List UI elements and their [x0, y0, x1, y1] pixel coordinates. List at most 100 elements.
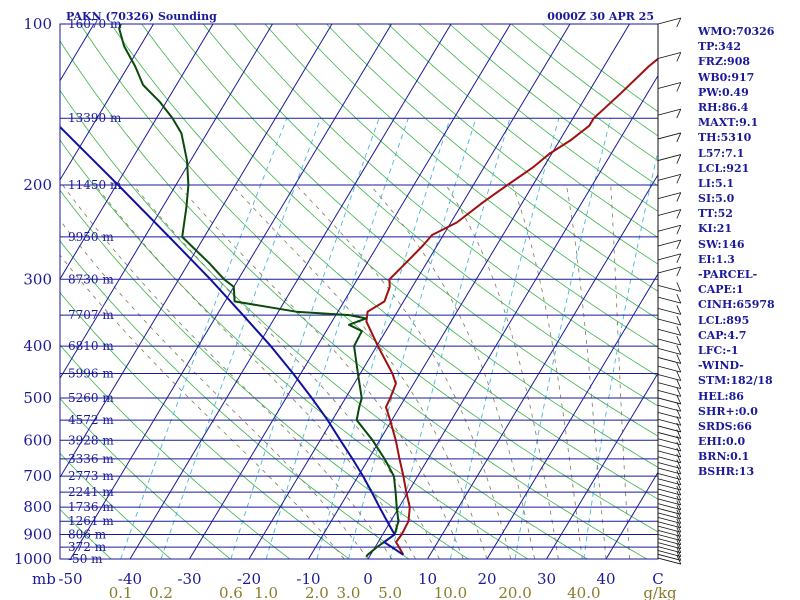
wind-barb	[657, 305, 682, 315]
pressure-tick-label: 100	[23, 15, 52, 33]
mixing-ratio-line	[160, 118, 322, 559]
wind-barb	[657, 453, 682, 464]
mixing-ratio-label: 5.0	[378, 584, 402, 600]
isotherm	[60, 24, 214, 280]
stat-line: -WIND-	[698, 359, 744, 373]
height-label: 16070 m	[68, 17, 122, 31]
mixing-ratio-label: 0.6	[219, 584, 243, 600]
height-label: 9950 m	[68, 230, 114, 244]
pressure-tick-label: 800	[23, 498, 52, 516]
wind-barb	[657, 551, 682, 561]
stat-line: L57:7.1	[698, 146, 745, 160]
wind-barb	[657, 518, 682, 529]
wind-barb	[657, 108, 682, 119]
height-label: 2241 m	[68, 485, 114, 499]
stat-line: LCL:895	[698, 313, 750, 327]
height-label: 11450 m	[68, 178, 122, 192]
moist-adiabat	[296, 184, 512, 559]
wind-barb	[657, 435, 682, 446]
mixing-ratio-unit-label: g/kg	[643, 584, 677, 600]
sounding-indices-panel: WMO:70326 TP:342 FRZ:908 WB0:917 PW:0.49 RH:8…	[698, 24, 798, 480]
stat-line: RH:86.4	[698, 100, 749, 114]
temperature-tick-label: -30	[177, 570, 201, 588]
wind-barb	[657, 326, 682, 336]
stat-line: PW:0.49	[698, 85, 749, 99]
temperature-tick-label: 30	[537, 570, 556, 588]
mixing-ratio-label: 10.0	[434, 584, 467, 600]
pressure-tick-label: 400	[23, 337, 52, 355]
moist-adiabat	[566, 185, 607, 559]
wind-barb	[657, 480, 682, 491]
wind-barb	[657, 354, 682, 364]
wind-barb	[657, 387, 682, 397]
moist-adiabat	[62, 184, 393, 559]
moist-adiabat	[177, 184, 464, 559]
isotherm	[486, 273, 658, 559]
wind-barb	[657, 315, 682, 326]
height-label: 13390 m	[68, 111, 122, 125]
stat-line: STM:182/18	[698, 374, 773, 388]
wind-barb	[657, 224, 682, 235]
stat-line: BSHR:13	[698, 465, 755, 479]
pressure-tick-label: 700	[23, 467, 52, 485]
pressure-tick-label: 300	[23, 270, 52, 288]
wind-barb	[657, 132, 682, 143]
wind-barb	[657, 505, 682, 515]
dry-adiabat	[110, 24, 658, 500]
stat-line: CAP:4.7	[698, 328, 747, 342]
mixing-ratio-line	[120, 118, 288, 559]
stat-line: FRZ:908	[698, 55, 751, 69]
isotherm	[129, 24, 452, 559]
pressure-tick-label: 200	[23, 176, 52, 194]
stat-line: HEL:86	[698, 389, 744, 403]
stat-line: EI:1.3	[698, 252, 735, 266]
height-label: 3336 m	[68, 452, 114, 466]
mixing-ratio-line	[265, 118, 409, 559]
mixing-ratio-label: 40.0	[567, 584, 600, 600]
wind-barb	[657, 293, 682, 304]
wind-barb	[657, 495, 682, 506]
wind-barb	[657, 509, 682, 520]
isotherm	[60, 24, 154, 181]
height-label: 3928 m	[68, 433, 114, 447]
moist-adiabat	[133, 184, 440, 559]
wind-barb	[657, 253, 682, 264]
wind-barb	[657, 527, 682, 537]
dewpoint-trace	[118, 24, 400, 558]
pressure-unit-label: mb	[32, 570, 56, 588]
wind-barb	[657, 554, 682, 565]
mixing-ratio-line	[583, 149, 658, 559]
height-label: -50 m	[68, 552, 103, 566]
mixing-ratio-label: 2.0	[305, 584, 329, 600]
mixing-ratio-line	[348, 118, 477, 559]
wind-barb	[657, 154, 682, 164]
pressure-tick-label: 900	[23, 526, 52, 544]
isotherm	[308, 24, 630, 559]
temperature-unit-label: C	[652, 570, 663, 588]
height-label: 2773 m	[68, 469, 114, 483]
mixing-ratio-line	[316, 118, 451, 559]
temperature-tick-label: -20	[237, 570, 261, 588]
wind-barb	[657, 459, 682, 469]
wind-barb	[657, 500, 682, 511]
temperature-trace	[365, 57, 658, 556]
wind-barb	[657, 441, 682, 452]
stat-line: TP:342	[698, 40, 742, 54]
stat-line: CAPE:1	[698, 283, 744, 297]
moist-adiabat	[60, 254, 345, 559]
mixing-ratio-line	[514, 118, 612, 559]
valid-time: 0000Z 30 APR 25	[547, 10, 654, 23]
stat-line: BRN:0.1	[698, 450, 750, 464]
wind-barb	[657, 470, 682, 480]
stat-line: SI:5.0	[698, 192, 735, 206]
wind-barb	[657, 490, 682, 501]
temperature-tick-label: 0	[363, 570, 373, 588]
wind-barb	[657, 379, 682, 389]
temperature-tick-label: 10	[418, 570, 437, 588]
isotherm	[427, 173, 658, 559]
wind-barb	[657, 335, 682, 346]
temperature-tick-label: -40	[118, 570, 142, 588]
isotherm	[367, 74, 658, 559]
stat-line: SW:146	[698, 237, 745, 251]
